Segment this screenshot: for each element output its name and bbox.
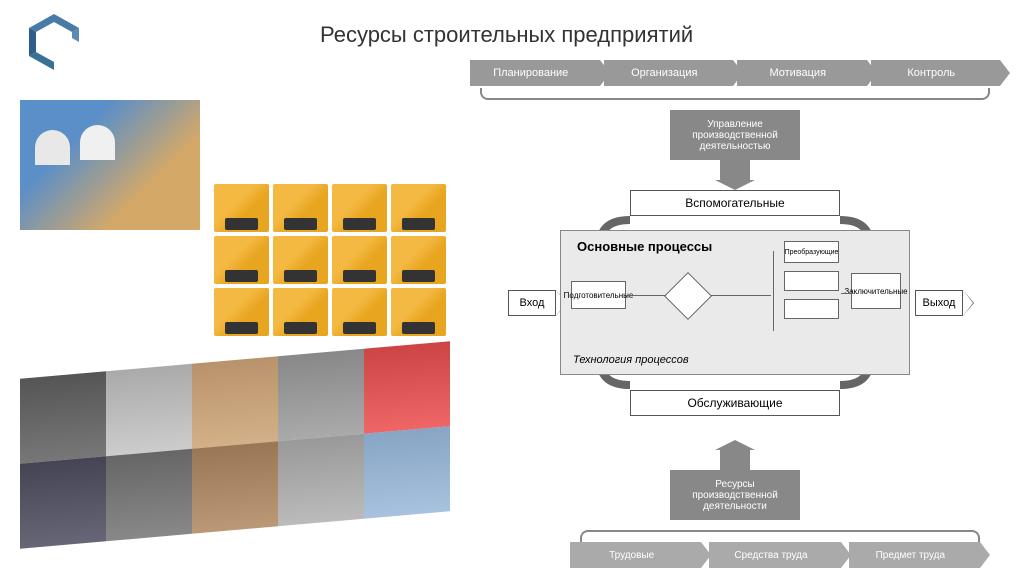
res-means: Средства труда [709,542,840,568]
bottom-bracket [580,530,980,542]
workers-photo [20,100,200,230]
output-arrow: Выход [915,290,963,316]
transform-box: Преобразующие [784,241,839,263]
auxiliary-box: Вспомогательные [630,190,840,216]
vehicles-grid [210,180,450,340]
down-arrow-icon [720,160,750,180]
res-subject: Предмет труда [849,542,980,568]
materials-collage [20,341,450,549]
illustrations [20,100,450,240]
process-box [784,299,839,319]
main-process-subtitle: Технология процессов [573,354,689,366]
main-process-title: Основные процессы [577,239,901,254]
page-title: Ресурсы строительных предприятий [320,22,693,48]
process-box [784,271,839,291]
func-organization: Организация [604,60,734,86]
management-box: Управление производственной деятельность… [670,110,800,160]
input-arrow: Вход [508,290,556,316]
top-bracket [480,88,990,100]
func-motivation: Мотивация [737,60,867,86]
logo-icon [24,12,84,77]
func-control: Контроль [871,60,1001,86]
servicing-box: Обслуживающие [630,390,840,416]
decision-diamond-icon [664,272,712,320]
resource-types: Трудовые Средства труда Предмет труда [570,542,980,570]
prep-box: Подготовительные [571,281,626,309]
up-arrow-icon [720,450,750,470]
res-labor: Трудовые [570,542,701,568]
final-box: Заключительные [851,273,901,309]
main-process-box: Основные процессы Подготовительные Преоб… [560,230,910,375]
management-functions: Планирование Организация Мотивация Контр… [470,60,1000,88]
resources-box: Ресурсы производственной деятельности [670,470,800,520]
func-planning: Планирование [470,60,600,86]
process-diagram: Планирование Организация Мотивация Контр… [460,60,1010,570]
